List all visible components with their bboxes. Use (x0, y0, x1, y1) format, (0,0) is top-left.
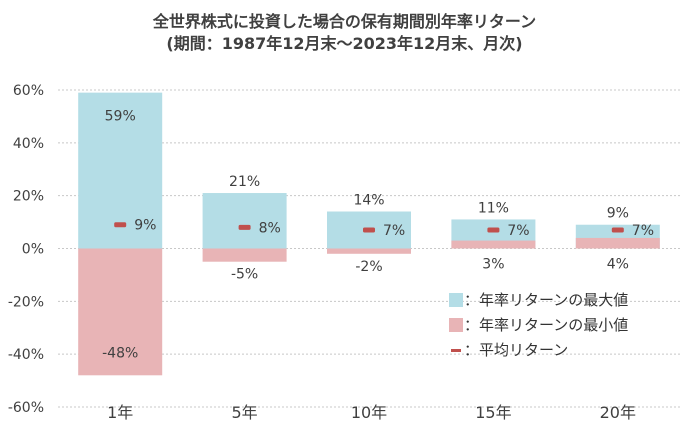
max-value-label: 21% (229, 174, 260, 190)
average-value-label: 9% (134, 218, 156, 234)
min-value-label: 3% (482, 257, 504, 273)
y-tick-label: 60% (13, 83, 44, 99)
min-value-label: -48% (102, 345, 138, 361)
chart-title: 全世界株式に投資した場合の保有期間別年率リターン (152, 12, 537, 31)
average-value-label: 8% (259, 220, 281, 236)
average-value-label: 7% (507, 223, 529, 239)
y-tick-label: 40% (13, 136, 44, 152)
y-tick-label: -40% (8, 347, 44, 363)
chart-subtitle: (期間：1987年12月末〜2023年12月末、月次) (166, 34, 523, 53)
bar-min (451, 240, 536, 249)
average-value-label: 7% (383, 223, 405, 239)
x-tick-label: 10年 (351, 403, 387, 422)
legend-swatch (449, 293, 463, 307)
min-value-label: 4% (607, 257, 629, 273)
average-marker (487, 227, 500, 233)
average-marker (611, 227, 624, 233)
average-marker (238, 224, 251, 230)
min-value-label: -2% (355, 259, 382, 275)
max-value-label: 14% (353, 193, 384, 209)
average-marker (363, 227, 375, 233)
y-tick-label: 0% (22, 242, 44, 258)
bar-min (202, 248, 287, 262)
y-tick-label: 20% (13, 189, 44, 205)
legend-swatch (449, 318, 463, 332)
legend-label: ：年率リターンの最大値 (464, 291, 628, 309)
max-value-label: 9% (607, 206, 629, 222)
min-value-label: -5% (231, 267, 258, 283)
bar-max (202, 193, 287, 249)
bar-min (327, 248, 411, 254)
bar-min (78, 248, 163, 376)
y-tick-label: -60% (8, 400, 44, 416)
bar-min (575, 237, 660, 249)
legend-label: ：年率リターンの最小値 (464, 316, 628, 334)
max-value-label: 59% (105, 109, 136, 125)
x-tick-label: 15年 (475, 403, 511, 422)
average-marker (114, 222, 127, 228)
x-tick-label: 1年 (107, 403, 133, 422)
y-tick-label: -20% (8, 294, 44, 310)
x-tick-label: 20年 (600, 403, 636, 422)
legend-label: ：平均リターン (464, 341, 568, 359)
legend-swatch (451, 349, 461, 352)
average-value-label: 7% (632, 223, 654, 239)
max-value-label: 11% (478, 200, 509, 216)
x-tick-label: 5年 (232, 403, 258, 422)
